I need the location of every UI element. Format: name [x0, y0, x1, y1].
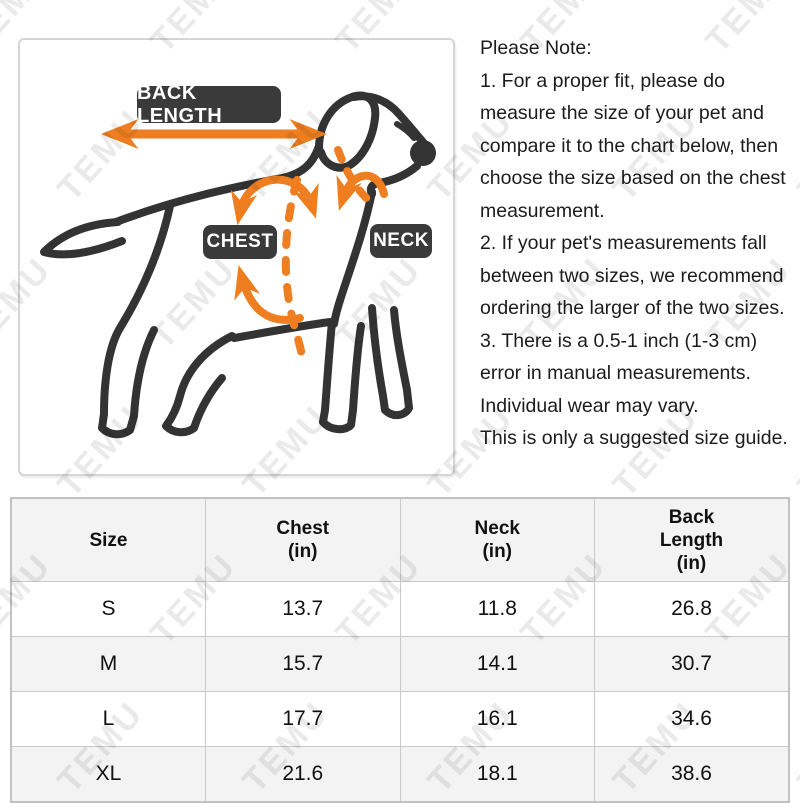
- dog-body-outline: [40, 91, 427, 439]
- note-line: 3. There is a 0.5-1 inch (1-3 cm): [480, 329, 758, 352]
- column-header-neck: Neck (in): [399, 497, 595, 582]
- cell-size: L: [10, 691, 206, 747]
- table-header-row: Size Chest (in) Neck (in) Back Length (i…: [10, 497, 790, 582]
- note-line: choose the size based on the chest: [480, 167, 786, 189]
- chest-wrap-arrow-bottom: [234, 265, 304, 324]
- cell-back-length: 38.6: [594, 746, 790, 803]
- chest-label: CHEST: [203, 225, 277, 259]
- note-heading: Please Note:: [480, 37, 592, 59]
- cell-back-length: 30.7: [594, 636, 790, 692]
- column-header-chest: Chest (in): [205, 497, 401, 582]
- cell-neck: 14.1: [399, 636, 595, 692]
- cell-chest: 21.6: [205, 746, 401, 803]
- table-row-xl: XL 21.6 18.1 38.6: [10, 746, 790, 803]
- size-chart-table: Size Chest (in) Neck (in) Back Length (i…: [10, 497, 790, 803]
- cell-size: S: [10, 581, 206, 637]
- cell-chest: 17.7: [205, 691, 401, 747]
- note-line: 1. For a proper fit, please do: [480, 69, 725, 92]
- cell-back-length: 34.6: [594, 691, 790, 747]
- dog-line-drawing: [40, 91, 436, 439]
- cell-size: XL: [10, 746, 206, 803]
- note-line: measure the size of your pet and: [480, 102, 764, 124]
- back-length-label: BACK LENGTH: [137, 82, 281, 127]
- measurement-arrows: [101, 119, 388, 370]
- neck-wrap-arrow: [336, 171, 388, 211]
- dog-nose: [410, 140, 436, 166]
- note-line: Individual wear may vary.: [480, 394, 699, 417]
- note-line: measurement.: [480, 199, 605, 222]
- please-note-text: Please Note: 1. For a proper fit, please…: [480, 32, 788, 455]
- note-line: This is only a suggested size guide.: [480, 427, 788, 449]
- cell-neck: 16.1: [399, 691, 595, 747]
- table-row-l: L 17.7 16.1 34.6: [10, 691, 790, 747]
- note-line: 2. If your pet's measurements fall: [480, 232, 767, 254]
- temu-watermark: TEMU: [790, 102, 800, 209]
- column-header-back-length: Back Length (in): [594, 497, 790, 582]
- note-line: error in manual measurements.: [480, 362, 751, 384]
- cell-neck: 11.8: [399, 581, 595, 637]
- dog-measurement-diagram: BACK LENGTH CHEST NECK: [18, 38, 455, 476]
- cell-neck: 18.1: [399, 746, 595, 803]
- note-line: ordering the larger of the two sizes.: [480, 297, 785, 319]
- note-line: compare it to the chart below, then: [480, 134, 779, 157]
- cell-back-length: 26.8: [594, 581, 790, 637]
- table-row-s: S 13.7 11.8 26.8: [10, 581, 790, 637]
- note-line: between two sizes, we recommend: [480, 264, 784, 287]
- temu-watermark: TEMU: [790, 694, 800, 801]
- cell-size: M: [10, 636, 206, 692]
- chest-wrap-arrow-top: [230, 175, 319, 226]
- chest-girth-dashed-line: [281, 176, 308, 370]
- cell-chest: 13.7: [205, 581, 401, 637]
- table-row-m: M 15.7 14.1 30.7: [10, 636, 790, 692]
- column-header-size: Size: [10, 497, 206, 582]
- neck-label: NECK: [370, 224, 432, 258]
- cell-chest: 15.7: [205, 636, 401, 692]
- temu-watermark: TEMU: [790, 398, 800, 505]
